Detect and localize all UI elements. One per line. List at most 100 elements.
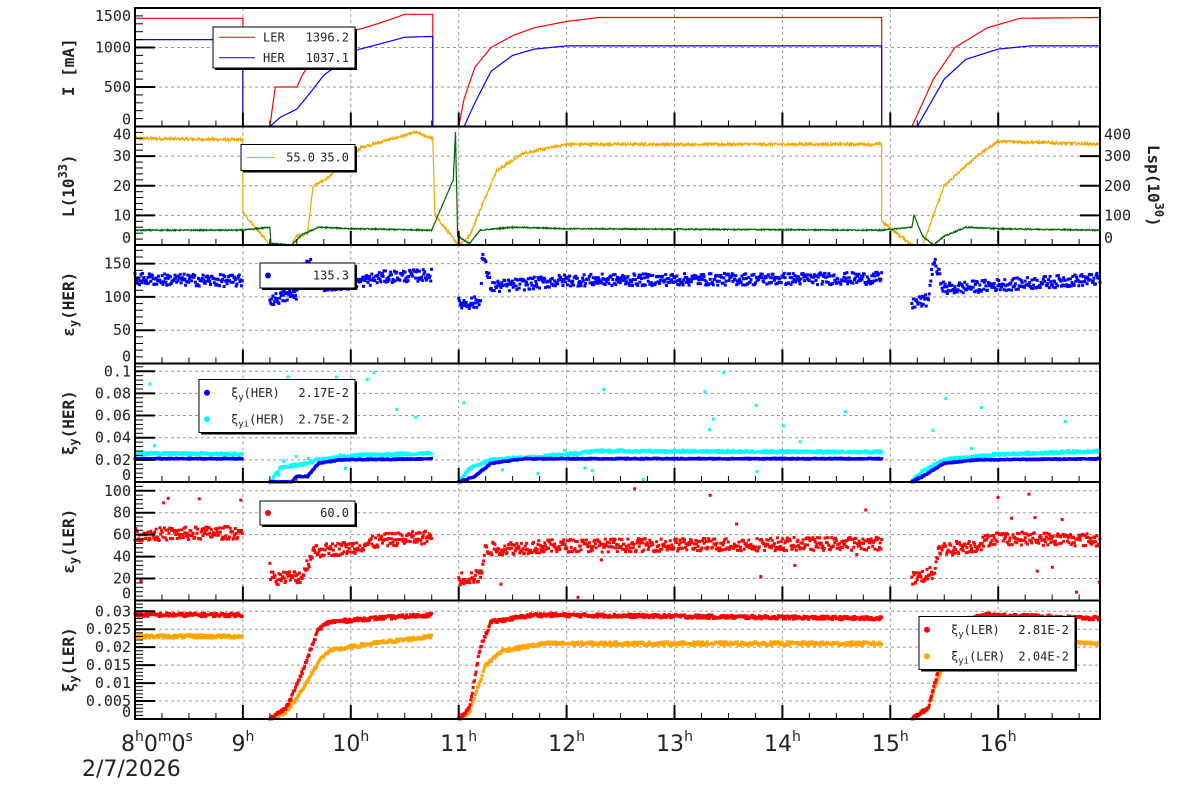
data-point xyxy=(880,538,883,541)
y-tick-label: 0 xyxy=(122,229,131,247)
data-point xyxy=(155,283,158,286)
data-point xyxy=(497,548,500,551)
data-point xyxy=(829,548,832,551)
data-point xyxy=(477,580,480,583)
data-point xyxy=(707,283,710,286)
data-point xyxy=(754,546,757,549)
data-point xyxy=(973,543,976,546)
data-point xyxy=(398,279,401,282)
data-point xyxy=(180,281,183,284)
data-point xyxy=(1007,288,1010,291)
data-point xyxy=(769,276,772,279)
data-point xyxy=(587,278,590,281)
data-point xyxy=(860,547,863,550)
data-point xyxy=(651,274,654,277)
data-point xyxy=(669,539,672,542)
data-point xyxy=(1043,280,1046,283)
data-point xyxy=(481,563,484,566)
data-point xyxy=(957,552,960,555)
data-point xyxy=(272,475,275,478)
data-point xyxy=(1006,533,1009,536)
data-point xyxy=(698,540,701,543)
data-point xyxy=(632,543,635,546)
data-point xyxy=(646,276,649,279)
data-point xyxy=(394,279,397,282)
data-point xyxy=(1075,276,1078,279)
data-point xyxy=(835,539,838,542)
legend-value: 1396.2 xyxy=(306,30,349,44)
data-point xyxy=(580,548,583,551)
data-point xyxy=(681,547,684,550)
data-point xyxy=(390,273,393,276)
data-point xyxy=(934,258,937,261)
data-point xyxy=(568,275,571,278)
data-point xyxy=(601,550,604,553)
data-point xyxy=(275,297,278,300)
data-point xyxy=(806,544,809,547)
data-point xyxy=(210,528,213,531)
data-point xyxy=(208,280,211,283)
data-point xyxy=(845,277,848,280)
data-point xyxy=(473,578,476,581)
data-point xyxy=(716,284,719,287)
data-point xyxy=(594,542,597,545)
data-point xyxy=(478,303,481,306)
data-point xyxy=(962,291,965,294)
data-point xyxy=(409,540,412,543)
data-point xyxy=(675,537,678,540)
data-point xyxy=(614,283,617,286)
data-point xyxy=(493,289,496,292)
data-point xyxy=(919,302,922,305)
data-point xyxy=(508,289,511,292)
legend-value: 2.75E-2 xyxy=(298,412,349,426)
data-point xyxy=(641,273,644,276)
data-point xyxy=(811,281,814,284)
data-point xyxy=(379,280,382,283)
data-point xyxy=(1018,532,1021,535)
data-point xyxy=(201,274,204,277)
data-point xyxy=(740,281,743,284)
data-point xyxy=(694,539,697,542)
data-point xyxy=(370,273,373,276)
data-point xyxy=(595,546,598,549)
y-tick-label: 10 xyxy=(113,206,131,224)
data-point xyxy=(374,536,377,539)
y-tick-label: 150 xyxy=(104,255,131,273)
data-point xyxy=(705,540,708,543)
data-point xyxy=(420,542,423,545)
data-point xyxy=(371,535,374,538)
data-point xyxy=(293,571,296,574)
data-point xyxy=(232,281,235,284)
data-point xyxy=(812,549,815,552)
data-point xyxy=(551,538,554,541)
data-point xyxy=(570,546,573,549)
data-point xyxy=(995,288,998,291)
data-point xyxy=(953,552,956,555)
data-point xyxy=(277,583,280,586)
data-point xyxy=(655,540,658,543)
data-point xyxy=(778,277,781,280)
data-point xyxy=(381,272,384,275)
data-point xyxy=(240,284,243,287)
data-point xyxy=(543,550,546,553)
data-point xyxy=(577,285,580,288)
y-tick-label: 0.02 xyxy=(95,451,131,469)
data-point xyxy=(608,541,611,544)
data-point xyxy=(274,575,277,578)
data-point xyxy=(626,275,629,278)
data-point xyxy=(1044,275,1047,278)
data-point xyxy=(412,534,415,537)
data-point xyxy=(978,283,981,286)
data-point xyxy=(283,577,286,580)
data-point xyxy=(984,279,987,282)
data-point xyxy=(1015,541,1018,544)
data-point xyxy=(993,282,996,285)
data-point xyxy=(506,551,509,554)
data-point xyxy=(1081,284,1084,287)
data-point xyxy=(382,275,385,278)
data-point xyxy=(460,571,463,574)
data-point xyxy=(756,537,759,540)
data-point xyxy=(661,275,664,278)
